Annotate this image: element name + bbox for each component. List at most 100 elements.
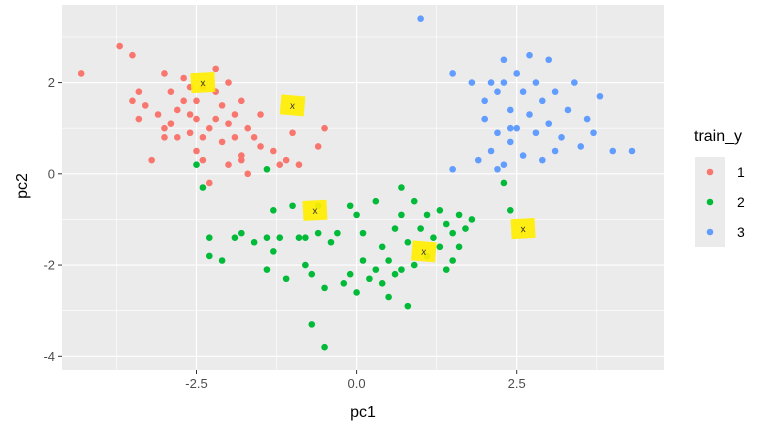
data-point-class-3 xyxy=(474,156,482,164)
data-point-class-1 xyxy=(186,111,194,118)
x-tick-label: 2.5 xyxy=(508,376,526,391)
x-axis-title: pc1 xyxy=(350,404,376,421)
data-point-class-2 xyxy=(231,234,239,241)
data-point-class-1 xyxy=(257,143,264,150)
data-point-class-3 xyxy=(513,70,521,77)
data-point-class-2 xyxy=(218,257,226,264)
data-point-class-3 xyxy=(551,88,559,95)
data-point-class-2 xyxy=(391,225,399,232)
data-point-class-2 xyxy=(238,229,245,237)
data-point-class-1 xyxy=(276,161,284,168)
x-tick-label: 0.0 xyxy=(348,376,366,391)
data-point-class-3 xyxy=(596,92,604,100)
plot-panel xyxy=(62,5,664,370)
axis-ticks: -2.5 0.0 2.5 -4 -2 0 2 xyxy=(43,75,525,391)
data-point-class-1 xyxy=(257,111,264,118)
data-point-class-1 xyxy=(116,42,123,50)
data-point-class-2 xyxy=(442,266,450,273)
data-point-class-2 xyxy=(302,261,309,269)
data-point-class-2 xyxy=(321,343,328,351)
data-point-class-1 xyxy=(218,102,226,109)
data-point-class-1 xyxy=(148,156,155,164)
data-point-class-1 xyxy=(225,120,232,127)
data-point-class-2 xyxy=(455,243,463,251)
data-point-class-2 xyxy=(270,207,277,214)
data-point-class-2 xyxy=(289,202,296,210)
legend-key-3 xyxy=(706,228,714,236)
data-point-class-2 xyxy=(449,257,456,264)
data-point-class-3 xyxy=(506,138,514,146)
highlight-marker: x xyxy=(302,199,328,221)
data-point-class-2 xyxy=(436,243,444,251)
data-point-class-2 xyxy=(199,184,207,191)
data-point-class-2 xyxy=(385,293,392,301)
data-point-class-2 xyxy=(410,261,418,269)
y-tick-label: -4 xyxy=(43,349,55,364)
data-point-class-3 xyxy=(417,15,424,22)
data-point-class-1 xyxy=(180,97,187,105)
data-point-class-2 xyxy=(346,270,354,278)
y-tick-label: -2 xyxy=(43,258,55,273)
highlight-marker: x xyxy=(510,217,536,240)
data-point-class-3 xyxy=(500,161,508,168)
data-point-class-3 xyxy=(506,124,514,132)
highlight-markers: x x x x x xyxy=(190,71,536,263)
data-point-class-3 xyxy=(500,79,508,86)
data-point-class-2 xyxy=(302,234,309,241)
highlight-marker: x xyxy=(190,71,216,94)
data-point-class-3 xyxy=(609,147,617,155)
legend-entries: 1 2 3 xyxy=(695,157,745,247)
data-point-class-2 xyxy=(436,207,444,214)
data-point-class-3 xyxy=(494,129,501,137)
data-point-class-2 xyxy=(372,266,380,273)
highlight-label: x xyxy=(421,247,427,258)
x-tick-label: -2.5 xyxy=(185,376,207,391)
data-point-class-3 xyxy=(519,88,527,95)
data-point-class-2 xyxy=(378,280,386,287)
grid-lines xyxy=(62,5,664,370)
data-point-class-1 xyxy=(238,156,245,164)
highlight-marker: x xyxy=(279,94,306,117)
data-point-class-2 xyxy=(353,211,360,219)
data-point-class-1 xyxy=(205,179,213,187)
data-point-class-1 xyxy=(244,170,252,178)
data-point-class-1 xyxy=(135,88,143,95)
data-point-class-3 xyxy=(494,165,501,173)
legend-key-2 xyxy=(706,198,714,206)
data-point-class-2 xyxy=(295,234,303,241)
data-point-class-3 xyxy=(494,88,501,95)
data-point-class-1 xyxy=(238,97,245,105)
data-point-class-2 xyxy=(346,202,354,210)
data-point-class-1 xyxy=(161,70,168,77)
data-point-class-1 xyxy=(244,124,252,132)
data-point-class-2 xyxy=(205,234,213,241)
highlight-label: x xyxy=(200,78,206,89)
data-point-class-2 xyxy=(193,161,200,168)
data-point-class-1 xyxy=(180,74,187,82)
data-point-class-2 xyxy=(462,225,469,232)
highlight-marker: x xyxy=(411,240,437,263)
data-point-class-1 xyxy=(173,106,181,114)
data-point-class-3 xyxy=(539,97,546,105)
data-point-class-3 xyxy=(481,97,488,105)
data-point-class-2 xyxy=(282,275,290,283)
data-point-class-3 xyxy=(583,115,591,123)
highlight-label: x xyxy=(312,206,318,217)
legend-label-1: 1 xyxy=(737,164,745,180)
data-point-class-1 xyxy=(270,147,277,155)
data-point-class-2 xyxy=(263,266,271,273)
data-point-class-2 xyxy=(263,165,271,173)
legend-label-2: 2 xyxy=(737,194,745,210)
data-point-class-1 xyxy=(193,97,200,105)
data-point-class-1 xyxy=(173,134,181,141)
data-point-class-3 xyxy=(481,115,488,123)
data-point-class-2 xyxy=(442,220,450,228)
data-point-class-2 xyxy=(263,234,271,241)
legend: train_y 1 2 3 xyxy=(694,128,745,247)
data-point-class-2 xyxy=(205,252,213,260)
data-point-class-2 xyxy=(308,270,316,278)
data-point-class-2 xyxy=(404,238,412,246)
data-point-class-2 xyxy=(417,225,424,232)
data-point-class-1 xyxy=(167,88,175,95)
